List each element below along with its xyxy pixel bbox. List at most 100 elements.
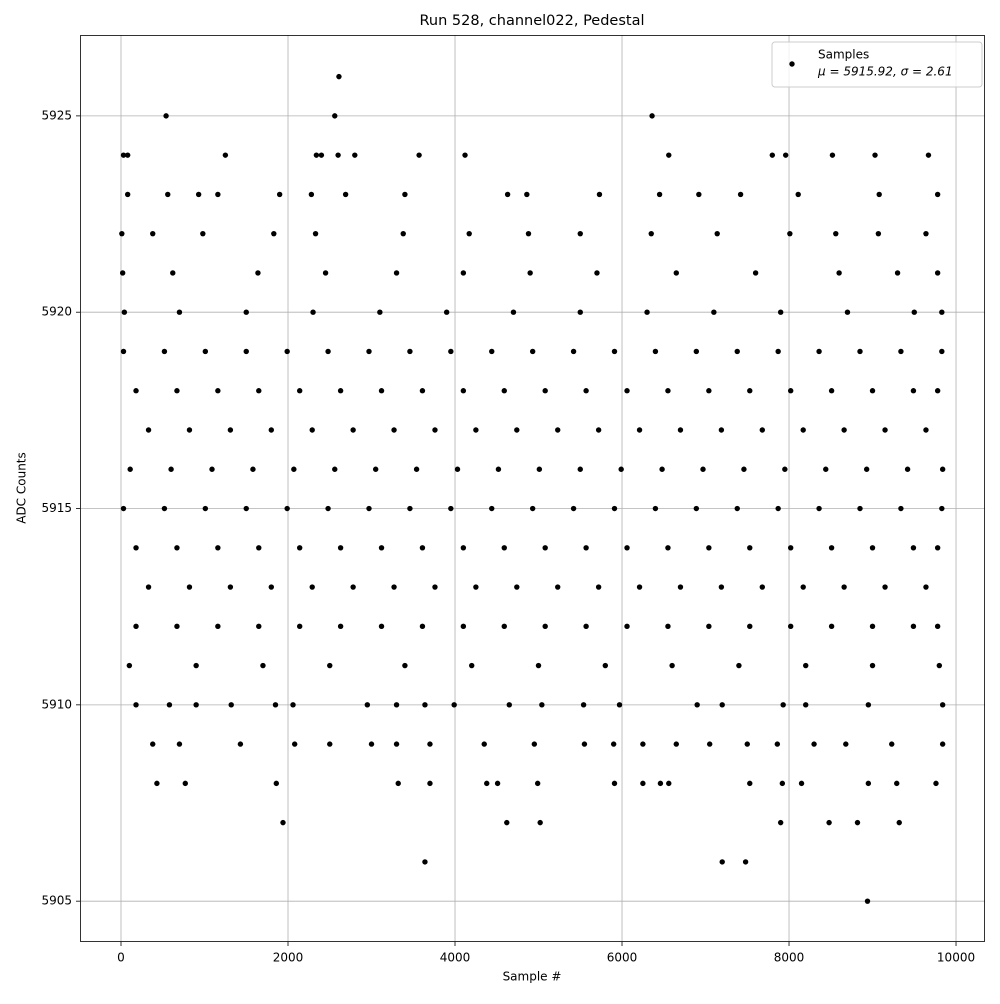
data-point xyxy=(542,388,548,394)
data-point xyxy=(473,584,479,590)
data-point xyxy=(864,898,871,904)
data-point xyxy=(652,505,659,512)
data-point xyxy=(602,662,609,669)
data-point xyxy=(659,466,665,472)
data-point xyxy=(787,545,794,551)
data-point xyxy=(894,270,901,276)
data-point xyxy=(161,505,168,512)
data-point xyxy=(610,741,617,747)
data-point xyxy=(896,819,902,826)
data-point xyxy=(174,623,180,630)
data-point xyxy=(777,819,784,826)
data-point xyxy=(529,505,536,512)
data-point xyxy=(787,230,793,237)
data-point xyxy=(337,388,344,394)
data-point xyxy=(119,270,126,276)
data-point xyxy=(243,309,249,315)
data-point xyxy=(898,348,904,355)
data-point xyxy=(939,348,945,355)
data-point xyxy=(460,623,467,630)
data-point xyxy=(268,584,275,590)
data-point xyxy=(865,702,872,708)
data-point xyxy=(669,662,675,669)
data-point xyxy=(256,388,262,394)
data-point xyxy=(829,152,836,158)
data-point xyxy=(366,505,372,512)
data-point xyxy=(494,780,501,787)
data-point xyxy=(711,309,717,315)
data-point xyxy=(744,741,750,747)
data-point xyxy=(803,702,809,708)
data-point xyxy=(636,584,643,590)
data-point xyxy=(742,859,749,865)
data-point xyxy=(161,348,168,355)
data-point xyxy=(719,702,725,708)
data-point xyxy=(460,270,467,276)
data-point xyxy=(581,741,588,747)
data-point xyxy=(377,309,383,315)
data-point xyxy=(291,466,297,472)
data-point xyxy=(422,859,428,865)
data-point xyxy=(923,427,929,433)
data-point xyxy=(350,427,356,433)
data-point xyxy=(734,348,740,355)
data-point xyxy=(506,702,512,708)
data-point xyxy=(176,309,183,315)
data-point xyxy=(501,545,507,551)
data-point xyxy=(816,505,822,512)
data-point xyxy=(352,152,358,158)
data-point xyxy=(826,819,832,826)
data-point xyxy=(673,270,679,276)
data-point xyxy=(495,466,502,472)
data-point xyxy=(443,309,450,315)
data-point xyxy=(393,741,400,747)
data-point xyxy=(536,466,543,472)
data-point xyxy=(393,270,400,276)
data-point xyxy=(904,466,911,472)
data-point xyxy=(372,466,379,472)
data-point xyxy=(150,230,156,237)
legend-marker xyxy=(789,61,795,67)
data-point xyxy=(594,270,600,276)
data-point xyxy=(857,505,863,512)
data-point xyxy=(648,230,654,237)
data-point xyxy=(580,702,587,708)
data-point xyxy=(228,702,234,708)
data-point xyxy=(923,584,929,590)
data-point xyxy=(595,427,602,433)
data-point xyxy=(894,780,900,787)
data-point xyxy=(872,152,878,158)
data-point xyxy=(816,348,822,355)
data-point xyxy=(828,545,835,551)
data-point xyxy=(939,505,945,512)
data-point xyxy=(271,230,277,237)
data-point xyxy=(869,623,876,630)
data-point xyxy=(869,662,876,669)
data-point xyxy=(939,741,946,747)
data-point xyxy=(133,702,139,708)
data-point xyxy=(186,427,193,433)
data-point xyxy=(416,152,422,158)
data-point xyxy=(215,623,221,630)
data-point xyxy=(769,152,776,158)
data-point xyxy=(176,741,183,747)
y-tick-label: 5920 xyxy=(41,305,72,319)
data-point xyxy=(255,270,261,276)
data-point xyxy=(636,427,643,433)
data-point xyxy=(795,191,801,198)
data-point xyxy=(325,348,331,355)
data-point xyxy=(782,466,788,472)
data-point xyxy=(694,702,700,708)
data-point xyxy=(719,859,725,865)
data-point xyxy=(583,545,589,551)
data-point xyxy=(460,545,467,551)
data-point xyxy=(618,466,624,472)
data-point xyxy=(624,623,630,630)
data-point xyxy=(889,741,895,747)
data-point xyxy=(529,348,536,355)
y-tick-label: 5925 xyxy=(41,108,72,122)
data-point xyxy=(677,584,684,590)
data-point xyxy=(119,230,125,237)
data-point xyxy=(535,662,542,669)
data-point xyxy=(925,152,932,158)
